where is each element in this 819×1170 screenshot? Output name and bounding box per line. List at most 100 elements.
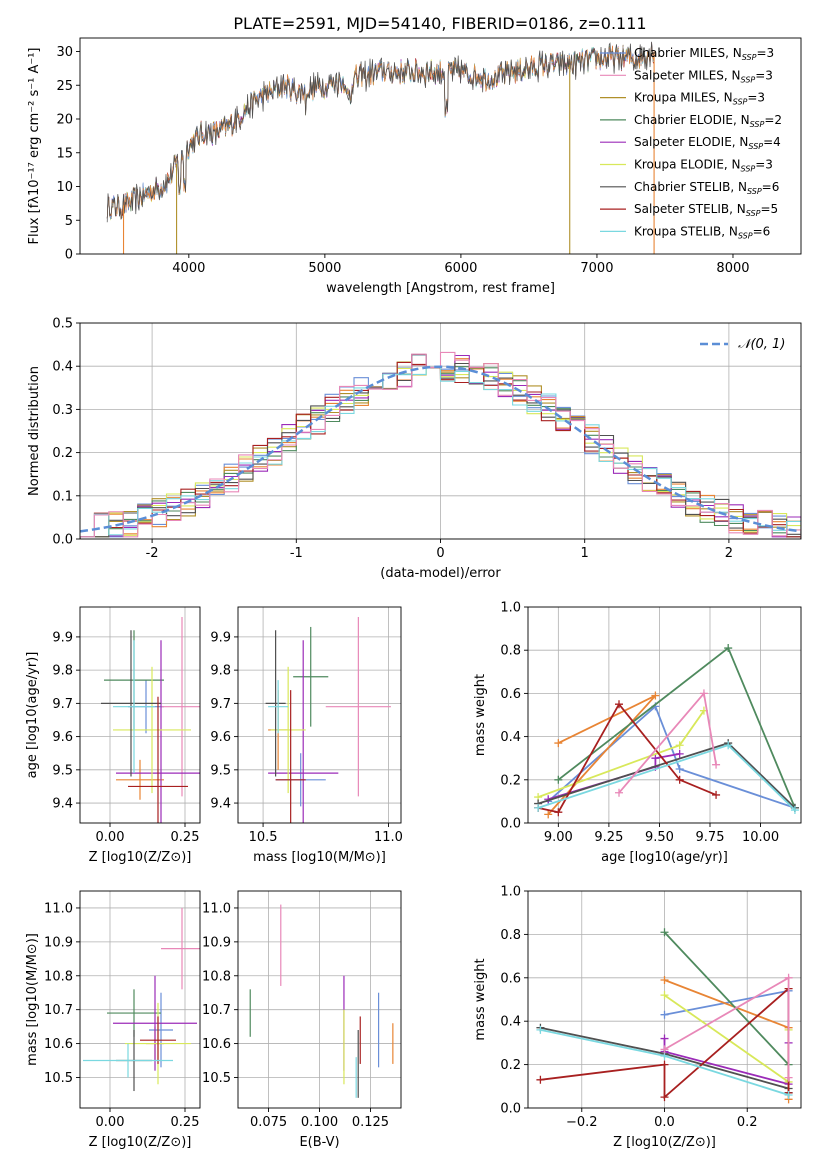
massweight_vs_Z-ytick-label: 0.6 bbox=[500, 971, 521, 986]
residuals-xlabel: (data-model)/error bbox=[380, 566, 501, 581]
spectrum-model-line bbox=[106, 41, 655, 223]
residuals-xtick-label: -2 bbox=[146, 546, 159, 561]
massweight_vs_Z-point-marker bbox=[660, 975, 669, 984]
massweight_vs_age-point-marker bbox=[554, 739, 563, 748]
mass_vs_Z-ytick-label: 10.9 bbox=[44, 935, 73, 950]
massweight_vs_age-xlabel: age [log10(age/yr)] bbox=[601, 850, 728, 865]
residuals-ytick-label: 0.0 bbox=[52, 533, 73, 548]
residual-histogram-step bbox=[80, 351, 801, 539]
spectrum-ytick-label: 30 bbox=[56, 45, 73, 60]
massweight_vs_age-point-marker bbox=[554, 775, 563, 784]
massweight_vs_Z-ytick-label: 0.2 bbox=[500, 1058, 521, 1073]
massweight_vs_Z-point-marker bbox=[536, 1075, 545, 1084]
massweight_vs_age-xtick-label: 9.50 bbox=[645, 830, 674, 845]
spectrum-legend: Chabrier MILES, NSSP=3 Salpeter MILES, NS… bbox=[600, 46, 782, 240]
age_vs_Z-ytick-label: 9.4 bbox=[52, 797, 73, 812]
massweight_vs_age-xtick-label: 9.25 bbox=[594, 830, 623, 845]
massweight_vs_Z-point-marker bbox=[784, 1090, 793, 1099]
age_vs_mass-ytick-label: 9.9 bbox=[210, 630, 231, 645]
spectrum-ytick-label: 0 bbox=[65, 248, 73, 263]
massweight_vs_age-series-line bbox=[557, 646, 796, 809]
age_vs_Z-frame bbox=[79, 606, 201, 824]
age_vs_mass-plot-area bbox=[238, 607, 401, 823]
massweight_vs_Z-xtick-label: 0.2 bbox=[737, 1115, 758, 1130]
massweight_vs_Z-plot-area bbox=[528, 891, 801, 1108]
massweight_vs_age-point-marker bbox=[724, 644, 733, 653]
spectrum-xtick-label: 5000 bbox=[308, 261, 341, 276]
massweight_vs_age-ytick-label: 0.6 bbox=[500, 687, 521, 702]
mass_vs_EBV-ytick-label: 10.6 bbox=[202, 1037, 231, 1052]
massweight_vs_Z-ytick-label: 0.4 bbox=[500, 1015, 521, 1030]
residuals-ytick-label: 0.3 bbox=[52, 403, 73, 418]
mass_vs_Z-ytick-label: 11.0 bbox=[44, 901, 73, 916]
massweight_vs_age-point-marker bbox=[724, 741, 733, 750]
age_vs_mass-ytick-label: 9.6 bbox=[210, 730, 231, 745]
massweight_vs_age-point-marker bbox=[675, 775, 684, 784]
age_vs_mass-panel: 10.5 11.0 9.4 9.5 9.6 9.7 9.8 9.9 mass [log10(M/… bbox=[210, 606, 403, 865]
massweight_vs_age-point-marker bbox=[554, 808, 563, 817]
massweight_vs_Z-ytick-label: 1.0 bbox=[500, 885, 521, 900]
spectrum-xtick-label: 7000 bbox=[580, 261, 613, 276]
residuals-ytick-label: 0.1 bbox=[52, 489, 73, 504]
massweight_vs_age-panel: 9.00 9.25 9.50 9.75 10.00 0.0 0.2 0.4 0.6 0.8 1.0 a… bbox=[473, 601, 802, 865]
massweight_vs_Z-point-marker bbox=[660, 928, 669, 937]
mass_vs_Z-frame bbox=[79, 890, 201, 1109]
spectrum-xtick-label: 8000 bbox=[716, 261, 749, 276]
spectrum-legend-label: Salpeter MILES, NSSP=3 bbox=[634, 68, 773, 84]
massweight_vs_Z-ylabel: mass weight bbox=[473, 958, 488, 1040]
massweight_vs_age-point-marker bbox=[544, 810, 553, 819]
massweight_vs_age-ytick-label: 0.2 bbox=[500, 773, 521, 788]
spectrum-ytick-label: 5 bbox=[65, 214, 73, 229]
age_vs_Z-xtick-label: 0.25 bbox=[171, 830, 200, 845]
massweight_vs_age-point-marker bbox=[712, 760, 721, 769]
spectrum-panel: 4000 5000 6000 7000 8000 0 5 10 15 20 25 30 waveleng… bbox=[27, 37, 802, 296]
age_vs_Z-plot-area bbox=[80, 607, 200, 823]
spectrum-ytick-label: 25 bbox=[56, 79, 73, 94]
massweight_vs_age-point-marker bbox=[615, 788, 623, 797]
spectrum-legend-label: Kroupa STELIB, NSSP=6 bbox=[634, 224, 770, 240]
residuals-xtick-label: -1 bbox=[290, 546, 303, 561]
massweight_vs_age-xtick-label: 9.00 bbox=[544, 830, 573, 845]
massweight_vs_Z-point-marker bbox=[660, 1093, 669, 1102]
spectrum-legend-label: Salpeter STELIB, NSSP=5 bbox=[634, 202, 778, 218]
mass_vs_Z-plot-area bbox=[80, 891, 200, 1108]
massweight_vs_age-point-marker bbox=[712, 790, 721, 799]
massweight_vs_age-frame bbox=[527, 606, 802, 824]
massweight_vs_age-point-marker bbox=[675, 765, 684, 773]
age_vs_Z-panel: 0.00 0.25 9.4 9.5 9.6 9.7 9.8 9.9 Z [log10(Z/Z⊙)… bbox=[25, 606, 201, 865]
age_vs_Z-xlabel: Z [log10(Z/Z⊙)] bbox=[89, 850, 192, 865]
residuals-ytick-label: 0.5 bbox=[52, 317, 73, 332]
massweight_vs_age-point-marker bbox=[790, 806, 799, 815]
massweight_vs_Z-ytick-label: 0.0 bbox=[500, 1102, 521, 1117]
mass_vs_Z-ytick-label: 10.8 bbox=[44, 969, 73, 984]
mass_vs_EBV-ytick-label: 10.9 bbox=[202, 935, 231, 950]
mass_vs_EBV-ytick-label: 11.0 bbox=[202, 901, 231, 916]
age_vs_mass-xtick-label: 10.5 bbox=[249, 830, 278, 845]
mass_vs_EBV-xtick-label: 0.125 bbox=[352, 1115, 389, 1130]
spectrum-ytick-label: 10 bbox=[56, 180, 73, 195]
spectrum-legend-label: Chabrier MILES, NSSP=3 bbox=[634, 46, 774, 62]
spectrum-legend-label: Kroupa MILES, NSSP=3 bbox=[634, 91, 765, 107]
mass_vs_Z-xlabel: Z [log10(Z/Z⊙)] bbox=[89, 1135, 192, 1150]
spectrum-plot-area bbox=[106, 41, 655, 254]
massweight_vs_age-point-marker bbox=[675, 741, 684, 750]
massweight_vs_Z-point-marker bbox=[660, 1034, 669, 1043]
massweight_vs_age-ytick-label: 1.0 bbox=[500, 601, 521, 616]
spectrum-frame bbox=[79, 37, 802, 255]
massweight_vs_age-series-line bbox=[537, 744, 796, 811]
mass_vs_Z-ytick-label: 10.6 bbox=[44, 1037, 73, 1052]
spectrum-legend-label: Salpeter ELODIE, NSSP=4 bbox=[634, 135, 781, 151]
residuals-ytick-label: 0.2 bbox=[52, 446, 73, 461]
mass_vs_Z-ytick-label: 10.5 bbox=[44, 1071, 73, 1086]
residuals-legend: 𝒩(0, 1) bbox=[700, 337, 785, 352]
spectrum-legend-label: Kroupa ELODIE, NSSP=3 bbox=[634, 158, 773, 174]
massweight_vs_age-point-marker bbox=[699, 689, 708, 698]
massweight_vs_age-ytick-label: 0.8 bbox=[500, 644, 521, 659]
figure-title: PLATE=2591, MJD=54140, FIBERID=0186, z=0… bbox=[233, 14, 646, 33]
mass_vs_EBV-xtick-label: 0.100 bbox=[301, 1115, 338, 1130]
massweight_vs_Z-xtick-label: 0.0 bbox=[654, 1115, 675, 1130]
massweight_vs_age-point-marker bbox=[534, 803, 543, 812]
mass_vs_Z-ytick-label: 10.7 bbox=[44, 1003, 73, 1018]
gaussian-legend-label: 𝒩(0, 1) bbox=[738, 337, 785, 352]
massweight_vs_Z-point-marker bbox=[660, 1010, 669, 1019]
